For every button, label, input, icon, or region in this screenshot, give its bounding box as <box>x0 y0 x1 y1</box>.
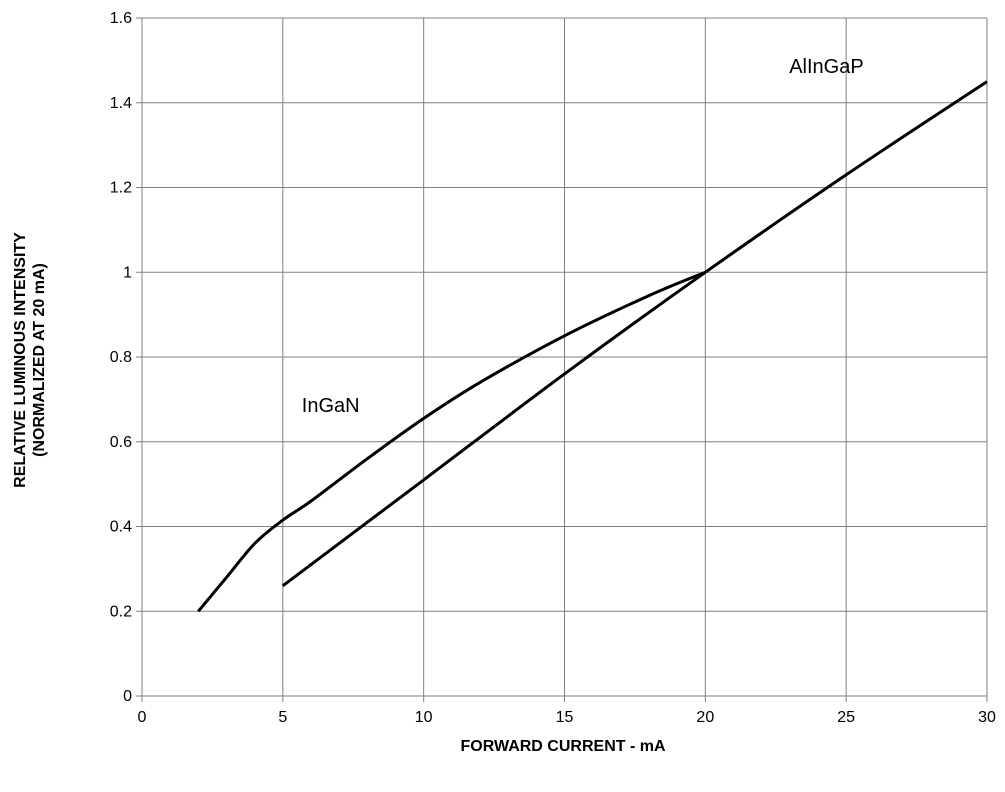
y-axis-title-line-1: RELATIVE LUMINOUS INTENSITY <box>12 232 29 488</box>
y-tick-label: 0.8 <box>110 349 132 366</box>
series-line-alingap <box>281 80 988 588</box>
tick-labels: 0 0.2 0.4 0.6 0.8 1 1.2 1.4 1.6 0 5 10 15 20 25 30 <box>110 10 996 726</box>
y-axis-title-line-2: (NORMALIZED AT 20 mA) <box>31 263 48 457</box>
y-tick-label: 0.6 <box>110 434 132 451</box>
x-tick-label: 15 <box>556 709 574 726</box>
y-tick-label: 0.4 <box>110 519 132 536</box>
series-label-alingap: AlInGaP <box>789 56 863 78</box>
axes <box>136 17 988 702</box>
y-tick-label: 1 <box>123 264 132 281</box>
series-line-ingan <box>197 270 706 613</box>
x-tick-label: 30 <box>978 709 996 726</box>
y-axis-title: RELATIVE LUMINOUS INTENSITY (NORMALIZED … <box>12 232 48 488</box>
x-tick-label: 5 <box>278 709 287 726</box>
x-tick-label: 0 <box>138 709 147 726</box>
y-tick-label: 1.2 <box>110 180 132 197</box>
gridlines <box>142 17 988 696</box>
y-tick-label: 1.4 <box>110 95 132 112</box>
y-tick-label: 1.6 <box>110 10 132 27</box>
annotations: InGaN AlInGaP <box>302 56 864 417</box>
y-tick-label: 0.2 <box>110 603 132 620</box>
series-label-ingan: InGaN <box>302 395 360 417</box>
x-axis-title: FORWARD CURRENT - mA <box>460 738 665 755</box>
x-tick-label: 10 <box>415 709 433 726</box>
x-tick-label: 20 <box>696 709 714 726</box>
x-tick-label: 25 <box>837 709 855 726</box>
series-lines <box>197 80 988 613</box>
y-tick-label: 0 <box>123 688 132 705</box>
